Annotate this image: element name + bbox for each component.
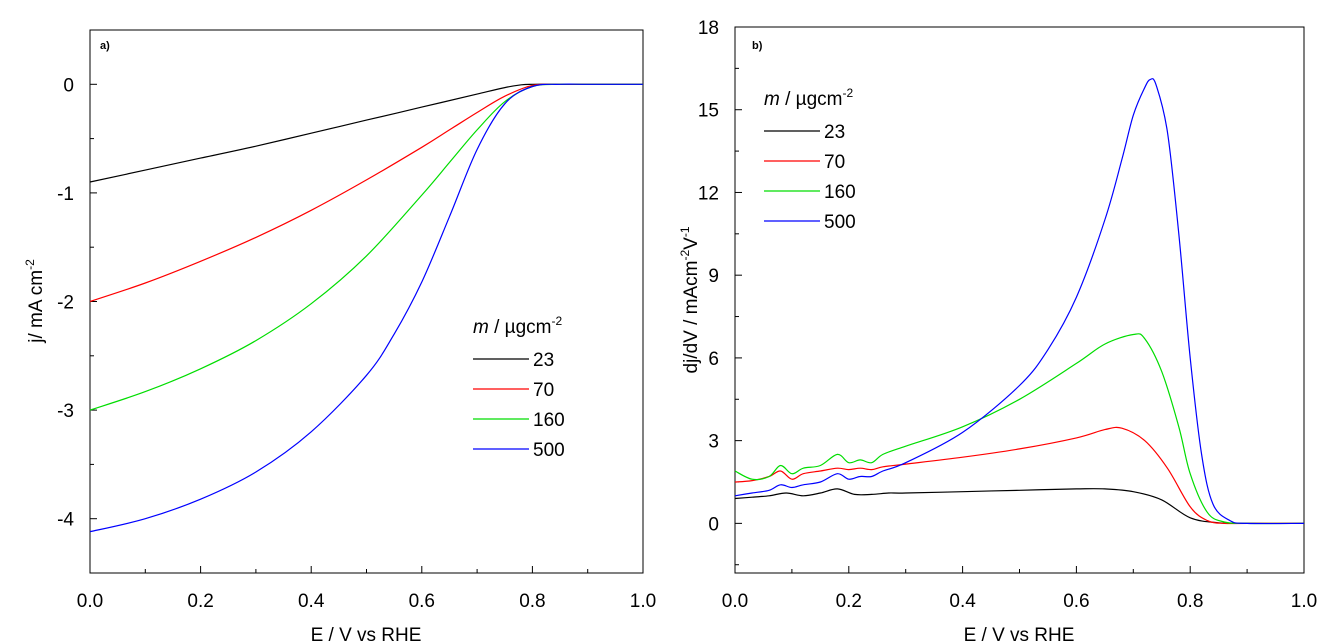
- panel-a-legend-title-rest: / µgcm: [489, 317, 552, 338]
- panel-a-ticks: 0.0 0.2 0.4 0.6 0.8 1.0 0 -1 -2 -3 -4: [57, 75, 656, 612]
- panel-a-series-23-line: [89, 83, 643, 183]
- panel-a-y-tick-label: 0: [63, 75, 74, 96]
- panel-b-x-tick-label: 0.0: [722, 591, 748, 612]
- panel-a-y-tick-label: -2: [57, 293, 74, 314]
- panel-a-label: a): [100, 40, 110, 52]
- panel-b-y-tick-label: 6: [708, 349, 719, 370]
- panel-a-y-axis-title-sup: -2: [23, 259, 37, 270]
- panel-b-y-tick-label: 9: [708, 266, 719, 287]
- panel-b-y-tick-label: 3: [708, 432, 719, 453]
- panel-a-series-500-line: [89, 83, 643, 533]
- panel-b-series-160-line: [734, 333, 1305, 525]
- panel-b-series-500-line: [734, 78, 1305, 525]
- panel-b-x-tick-label: 0.6: [1063, 591, 1089, 612]
- panel-b-legend-label-500: 500: [824, 212, 856, 233]
- panel-a-legend-label-160: 160: [533, 410, 565, 431]
- panel-a-legend-label-23: 23: [533, 350, 554, 371]
- panel-b-legend-label-70: 70: [824, 152, 845, 173]
- panel-b-x-tick-label: 0.2: [836, 591, 862, 612]
- panel-a-legend-title: m / µgcm-2: [473, 314, 563, 338]
- panel-b-y-axis-title-unit: V: [681, 237, 702, 250]
- panel-a-legend-title-sup: -2: [552, 314, 563, 328]
- panel-a-y-tick-label: -4: [57, 510, 74, 531]
- panel-a-legend-title-italic: m: [473, 317, 489, 338]
- panel-b-y-tick-label: 12: [698, 183, 719, 204]
- panel-b-y-tick-label: 0: [708, 514, 719, 535]
- panel-b-y-axis-title-sup1: -2: [678, 250, 692, 261]
- panel-a-x-tick-label: 0.2: [187, 591, 213, 612]
- panel-a-legend: m / µgcm-2 23 70 160 500: [473, 314, 565, 461]
- panel-b-legend-label-160: 160: [824, 182, 856, 203]
- panel-a-x-tick-label: 0.4: [298, 591, 325, 612]
- panel-b-y-axis-title-sup2: -1: [678, 226, 692, 237]
- panel-b-y-tick-label: 15: [698, 101, 719, 122]
- panel-a-legend-label-70: 70: [533, 380, 554, 401]
- panel-b-series: [734, 78, 1305, 525]
- panel-a-x-axis-title: E / V vs RHE: [311, 625, 422, 643]
- panel-b-x-tick-label: 0.4: [949, 591, 976, 612]
- panel-a-series: [89, 83, 643, 533]
- panel-b-y-axis-title: dj/dV / mAcm-2V-1: [678, 226, 702, 373]
- panel-a-x-tick-label: 0.6: [409, 591, 435, 612]
- panel-a-y-tick-label: -3: [57, 401, 74, 422]
- panel-a-series-70-line: [89, 83, 643, 303]
- panel-b-x-tick-label: 0.8: [1177, 591, 1203, 612]
- panel-a-y-axis-title: j/ mA cm-2: [23, 259, 47, 344]
- panel-b-series-70-line: [734, 426, 1304, 525]
- panel-b-y-axis-title-main: dj/dV / mAcm: [681, 261, 702, 374]
- panel-b-x-tick-label: 1.0: [1291, 591, 1317, 612]
- panel-b-ticks: 0.0 0.2 0.4 0.6 0.8 1.0 0 3 6 9 12 15 18: [698, 18, 1317, 612]
- panel-a-x-tick-label: 1.0: [630, 591, 656, 612]
- panel-a-x-tick-label: 0.0: [77, 591, 103, 612]
- panel-a-x-tick-label: 0.8: [519, 591, 545, 612]
- panel-b-legend-title: m / µgcm-2: [764, 86, 854, 110]
- panel-a-y-axis-title-main: j/ mA cm: [26, 270, 47, 344]
- panel-b-y-tick-label: 18: [698, 18, 719, 39]
- panel-a-legend-label-500: 500: [533, 440, 565, 461]
- panel-b-legend-title-italic: m: [764, 89, 780, 110]
- panel-b-series-23-line: [734, 488, 1305, 525]
- panel-b-label: b): [752, 40, 763, 52]
- panel-b-legend-title-sup: -2: [843, 86, 854, 100]
- panel-b-legend: m / µgcm-2 23 70 160 500: [764, 86, 856, 233]
- panel-b-legend-label-23: 23: [824, 122, 845, 143]
- panel-a-frame: [89, 29, 644, 574]
- panel-a-y-tick-label: -1: [57, 184, 74, 205]
- panel-b: b) 0.0 0.2 0.4 0.6 0.8 1.0 0 3 6 9 12 15 18 E / V vs…: [678, 18, 1317, 643]
- panel-b-legend-title-rest: / µgcm: [780, 89, 843, 110]
- panel-a-series-160-line: [89, 83, 643, 411]
- panel-a: a) 0.0 0.2 0.4 0.6 0.8 1.0 0 -1 -2 -3 -4 E / V vs …: [23, 29, 656, 643]
- panel-b-x-axis-title: E / V vs RHE: [964, 625, 1075, 643]
